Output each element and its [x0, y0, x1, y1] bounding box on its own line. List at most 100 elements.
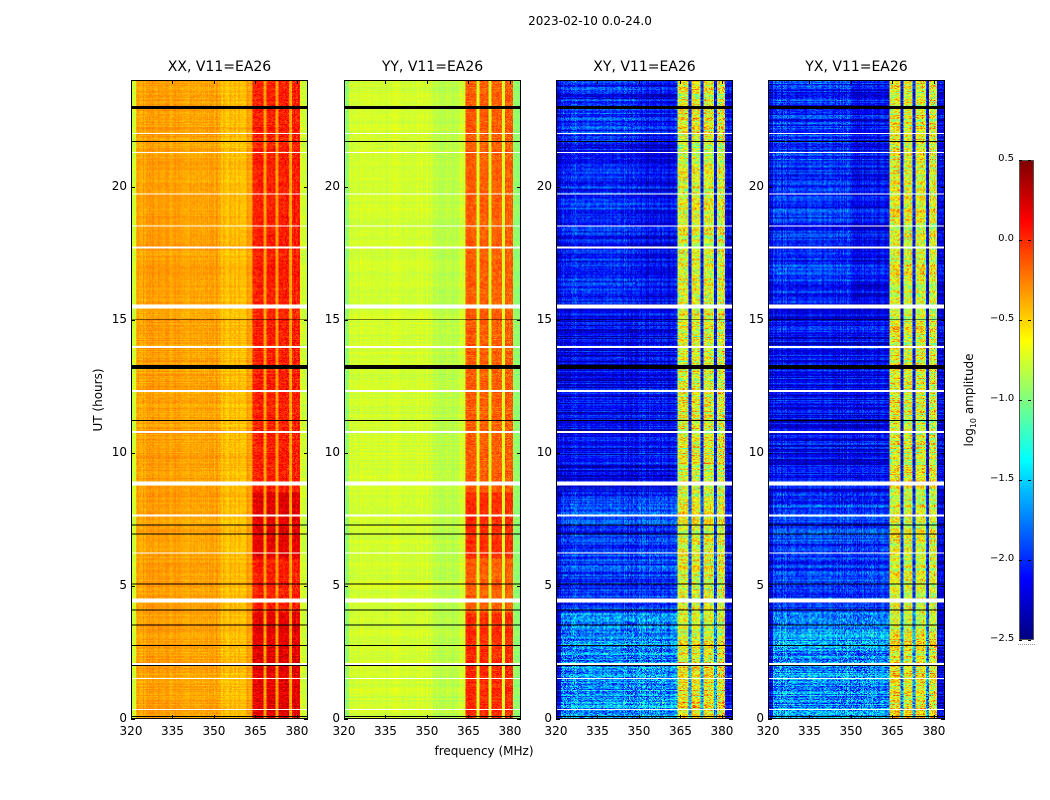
x-tick-mark [850, 715, 852, 719]
y-tick-mark [131, 452, 135, 454]
x-tick-label: 320 [119, 724, 143, 738]
x-tick-label: 320 [756, 724, 780, 738]
y-tick-label: 5 [756, 577, 764, 592]
y-tick-mark [729, 319, 733, 321]
y-tick-mark [768, 719, 772, 720]
colorbar-tick-mark [1019, 320, 1034, 321]
x-tick-label: 335 [374, 724, 397, 738]
heatmap-axes-yy [344, 80, 521, 719]
x-tick-mark [296, 715, 298, 719]
y-tick-mark [768, 585, 772, 587]
x-tick-mark [468, 80, 470, 84]
x-tick-label: 350 [627, 724, 651, 738]
x-tick-mark [385, 715, 387, 719]
heatmap-image-yy [345, 81, 520, 718]
y-tick-mark [768, 319, 772, 321]
x-tick-mark [296, 80, 298, 84]
y-tick-mark [556, 319, 560, 321]
y-tick-label: 15 [748, 311, 764, 326]
y-tick-mark [131, 719, 135, 720]
y-tick-mark [517, 452, 521, 454]
x-tick-mark [255, 80, 257, 84]
x-tick-mark [344, 80, 345, 84]
x-tick-mark [255, 715, 257, 719]
y-tick-mark [768, 186, 772, 188]
x-tick-mark [680, 80, 682, 84]
y-tick-mark [344, 452, 348, 454]
panel-title-yx: YX, V11=EA26 [805, 59, 908, 75]
colorbar-dots [1018, 644, 1035, 645]
x-tick-mark [426, 80, 428, 84]
x-tick-mark [509, 715, 511, 719]
x-tick-mark [131, 715, 132, 719]
heatmap-axes-yx [768, 80, 945, 719]
colorbar-tick-label: −0.5 [990, 313, 1015, 324]
y-tick-mark [131, 585, 135, 587]
x-tick-mark [680, 715, 682, 719]
y-tick-label: 20 [111, 178, 127, 193]
x-tick-mark [768, 715, 769, 719]
x-tick-label: 380 [922, 724, 946, 738]
x-tick-mark [721, 715, 723, 719]
panel-title-xy: XY, V11=EA26 [593, 59, 696, 75]
y-tick-mark [304, 319, 308, 321]
x-tick-mark [809, 80, 811, 84]
colorbar-tick-mark [1019, 560, 1034, 561]
colorbar-tick-mark [1019, 480, 1034, 481]
y-tick-label: 0 [544, 711, 552, 725]
y-tick-label: 15 [111, 311, 127, 326]
y-tick-label: 10 [324, 444, 340, 459]
x-tick-label: 350 [839, 724, 863, 738]
x-tick-label: 320 [544, 724, 568, 738]
y-tick-label: 0 [119, 711, 127, 725]
colorbar-label-sub: 10 [969, 417, 979, 429]
x-tick-mark [556, 80, 557, 84]
figure-suptitle: 2023-02-10 0.0-24.0 [528, 14, 652, 28]
x-tick-label: 335 [798, 724, 821, 738]
y-tick-mark [517, 585, 521, 587]
colorbar-tick-label: 0.5 [998, 153, 1014, 164]
y-tick-mark [729, 719, 733, 720]
x-tick-label: 380 [710, 724, 734, 738]
y-tick-mark [556, 585, 560, 587]
y-tick-mark [517, 186, 521, 188]
heatmap-axes-xy [556, 80, 733, 719]
x-tick-mark [850, 80, 852, 84]
y-tick-mark [729, 585, 733, 587]
colorbar-tick-label: 0.0 [998, 233, 1014, 244]
x-tick-mark [131, 80, 132, 84]
y-tick-mark [941, 452, 945, 454]
y-tick-mark [556, 452, 560, 454]
y-tick-label: 10 [111, 444, 127, 459]
panel-title-yy: YY, V11=EA26 [381, 59, 484, 75]
colorbar-tick-mark [1019, 400, 1034, 401]
x-tick-mark [426, 715, 428, 719]
heatmap-image-xy [557, 81, 732, 718]
heatmap-axes-xx [131, 80, 308, 719]
colorbar-tick-label: −1.0 [990, 393, 1015, 404]
y-tick-mark [941, 719, 945, 720]
y-tick-mark [344, 719, 348, 720]
y-tick-mark [768, 452, 772, 454]
colorbar-tick-label: −2.5 [990, 633, 1015, 644]
y-tick-mark [304, 186, 308, 188]
x-tick-label: 365 [881, 724, 904, 738]
x-tick-mark [892, 80, 894, 84]
panel-title-xx: XX, V11=EA26 [167, 59, 272, 75]
x-tick-label: 380 [285, 724, 309, 738]
x-tick-mark [638, 715, 640, 719]
y-axis-label: UT (hours) [91, 368, 105, 432]
y-tick-mark [729, 186, 733, 188]
x-tick-mark [809, 715, 811, 719]
x-tick-mark [597, 80, 599, 84]
x-axis-label: frequency (MHz) [434, 744, 534, 758]
y-tick-mark [941, 186, 945, 188]
x-tick-mark [892, 715, 894, 719]
x-tick-label: 350 [415, 724, 439, 738]
colorbar-tick-mark [1019, 160, 1034, 161]
x-tick-label: 335 [161, 724, 184, 738]
x-tick-mark [213, 715, 215, 719]
x-tick-label: 365 [669, 724, 692, 738]
y-tick-label: 0 [756, 711, 764, 725]
x-tick-mark [468, 715, 470, 719]
